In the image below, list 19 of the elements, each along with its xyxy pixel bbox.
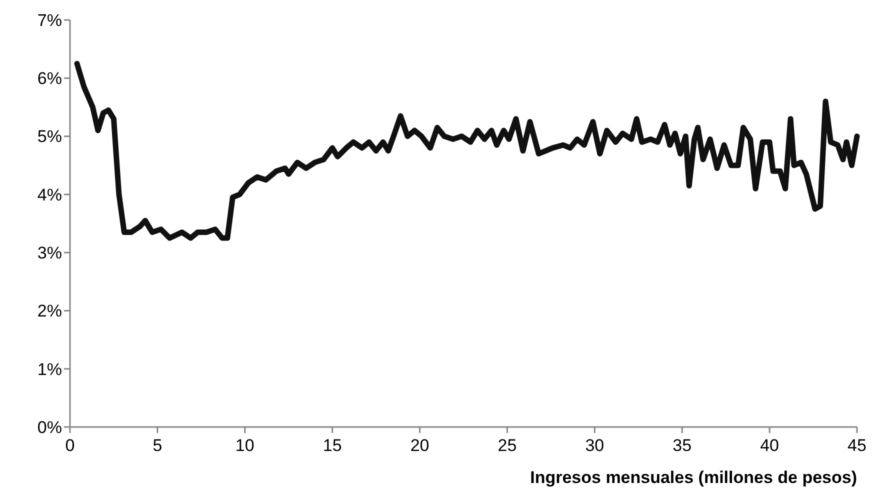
- y-tick-label: 4%: [37, 185, 62, 204]
- x-tick-label: 20: [410, 436, 430, 455]
- y-tick-label: 3%: [37, 244, 62, 263]
- y-tick-label: 2%: [37, 302, 62, 321]
- x-tick-label: 25: [498, 436, 517, 455]
- x-tick-label: 15: [322, 436, 342, 455]
- x-tick-label: 45: [848, 436, 866, 455]
- x-tick-label: 40: [760, 436, 780, 455]
- x-tick-label: 10: [235, 436, 254, 455]
- x-tick-label: 30: [585, 436, 604, 455]
- x-tick-label: 5: [152, 436, 162, 455]
- y-tick-label: 7%: [37, 10, 62, 30]
- x-axis-title: Ingresos mensuales (millones de pesos): [530, 468, 857, 487]
- y-tick-label: 0%: [37, 418, 62, 437]
- y-tick-label: 6%: [37, 69, 62, 88]
- y-tick-label: 5%: [37, 127, 62, 146]
- y-tick-label: 1%: [37, 360, 62, 379]
- x-tick-label: 35: [672, 436, 692, 455]
- x-tick-label: 0: [65, 436, 75, 455]
